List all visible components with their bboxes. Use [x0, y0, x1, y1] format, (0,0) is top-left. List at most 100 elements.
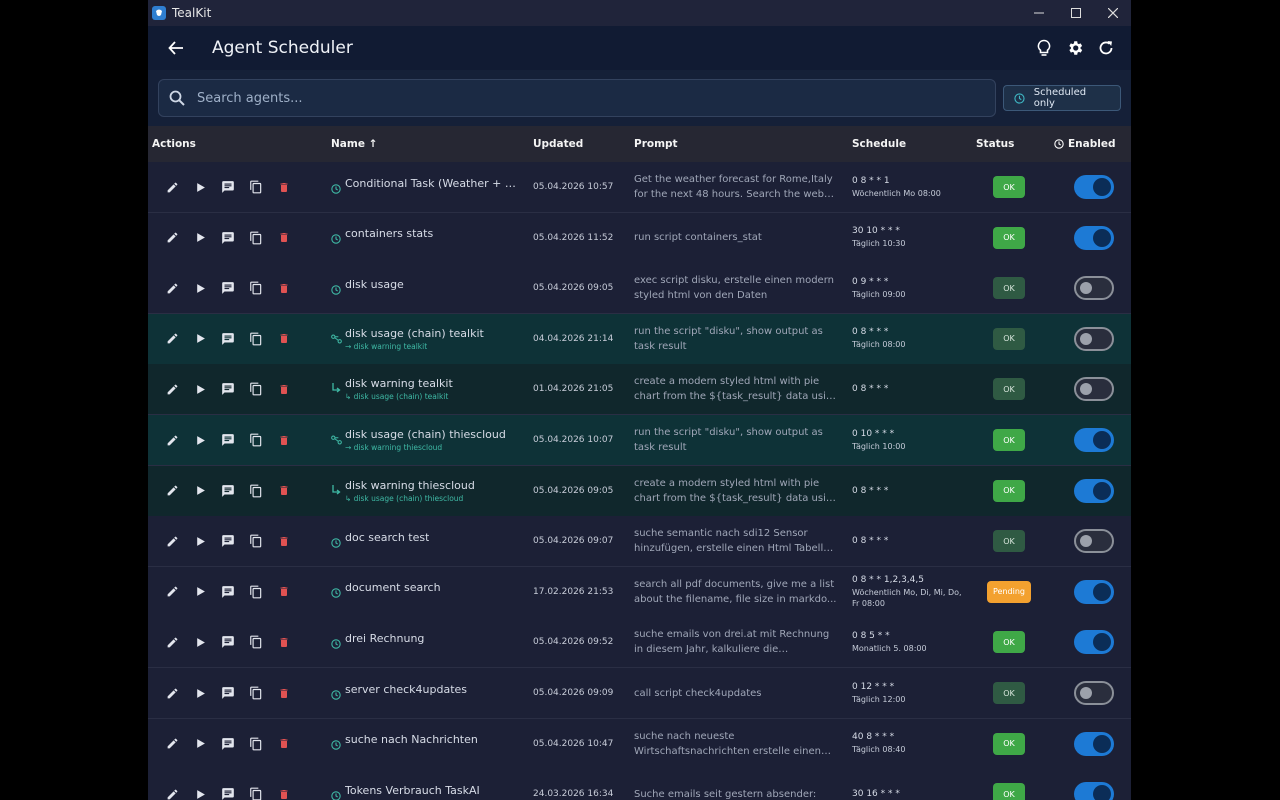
edit-icon[interactable] — [158, 325, 186, 353]
copy-icon[interactable] — [242, 173, 270, 201]
edit-icon[interactable] — [158, 375, 186, 403]
back-arrow-icon[interactable] — [158, 30, 194, 66]
delete-icon[interactable] — [270, 730, 298, 758]
play-icon[interactable] — [186, 578, 214, 606]
copy-icon[interactable] — [242, 628, 270, 656]
column-name[interactable]: Name ↑ — [331, 138, 378, 150]
table-row[interactable]: doc search test 05.04.2026 09:07 suche sem… — [148, 516, 1131, 568]
enabled-toggle[interactable] — [1074, 782, 1114, 800]
table-row[interactable]: server check4updates 05.04.2026 09:09 call… — [148, 668, 1131, 719]
delete-icon[interactable] — [270, 679, 298, 707]
edit-icon[interactable] — [158, 426, 186, 454]
agent-name-cell[interactable]: doc search test — [331, 516, 521, 566]
enabled-toggle[interactable] — [1074, 529, 1114, 554]
edit-icon[interactable] — [158, 578, 186, 606]
delete-icon[interactable] — [270, 780, 298, 800]
table-row[interactable]: Tokens Verbrauch TaskAI 24.03.2026 16:34 S… — [148, 769, 1131, 800]
agent-name-cell[interactable]: disk warning tealkit ↳ disk usage (chain)… — [331, 364, 521, 414]
agent-name-cell[interactable]: disk usage (chain) thiescloud → disk warn… — [331, 415, 521, 465]
chat-icon[interactable] — [214, 679, 242, 707]
chat-icon[interactable] — [214, 224, 242, 252]
enabled-toggle[interactable] — [1074, 276, 1114, 301]
delete-icon[interactable] — [270, 628, 298, 656]
copy-icon[interactable] — [242, 730, 270, 758]
agent-name-cell[interactable]: drei Rechnung — [331, 617, 521, 667]
column-prompt[interactable]: Prompt — [634, 138, 678, 150]
chat-icon[interactable] — [214, 730, 242, 758]
chat-icon[interactable] — [214, 578, 242, 606]
chat-icon[interactable] — [214, 426, 242, 454]
play-icon[interactable] — [186, 780, 214, 800]
edit-icon[interactable] — [158, 628, 186, 656]
play-icon[interactable] — [186, 426, 214, 454]
edit-icon[interactable] — [158, 527, 186, 555]
table-row[interactable]: document search 17.02.2026 21:53 search al… — [148, 566, 1131, 618]
column-enabled[interactable]: Enabled — [1054, 138, 1116, 150]
chat-icon[interactable] — [214, 628, 242, 656]
lightbulb-icon[interactable] — [1028, 30, 1059, 66]
agent-name-cell[interactable]: containers stats — [331, 213, 521, 263]
copy-icon[interactable] — [242, 375, 270, 403]
chat-icon[interactable] — [214, 780, 242, 800]
play-icon[interactable] — [186, 679, 214, 707]
enabled-toggle[interactable] — [1074, 630, 1114, 655]
enabled-toggle[interactable] — [1074, 326, 1114, 351]
chat-icon[interactable] — [214, 274, 242, 302]
edit-icon[interactable] — [158, 274, 186, 302]
chat-icon[interactable] — [214, 173, 242, 201]
enabled-toggle[interactable] — [1074, 731, 1114, 756]
table-row[interactable]: disk usage 05.04.2026 09:05 exec script di… — [148, 263, 1131, 315]
table-row[interactable]: containers stats 05.04.2026 11:52 run scri… — [148, 212, 1131, 264]
play-icon[interactable] — [186, 224, 214, 252]
play-icon[interactable] — [186, 730, 214, 758]
delete-icon[interactable] — [270, 173, 298, 201]
delete-icon[interactable] — [270, 325, 298, 353]
table-row[interactable]: disk warning thiescloud ↳ disk usage (cha… — [148, 465, 1131, 517]
agent-name-cell[interactable]: server check4updates — [331, 668, 521, 718]
table-row[interactable]: disk usage (chain) thiescloud → disk warn… — [148, 415, 1131, 466]
play-icon[interactable] — [186, 628, 214, 656]
enabled-toggle[interactable] — [1074, 225, 1114, 250]
edit-icon[interactable] — [158, 780, 186, 800]
table-row[interactable]: disk warning tealkit ↳ disk usage (chain)… — [148, 364, 1131, 416]
copy-icon[interactable] — [242, 780, 270, 800]
play-icon[interactable] — [186, 173, 214, 201]
table-row[interactable]: disk usage (chain) tealkit → disk warning… — [148, 313, 1131, 365]
edit-icon[interactable] — [158, 477, 186, 505]
delete-icon[interactable] — [270, 578, 298, 606]
minimize-icon[interactable] — [1020, 0, 1057, 26]
gear-icon[interactable] — [1059, 30, 1090, 66]
column-updated[interactable]: Updated — [533, 138, 584, 150]
enabled-toggle[interactable] — [1074, 478, 1114, 503]
search-input[interactable] — [195, 89, 995, 107]
play-icon[interactable] — [186, 477, 214, 505]
play-icon[interactable] — [186, 325, 214, 353]
delete-icon[interactable] — [270, 274, 298, 302]
copy-icon[interactable] — [242, 426, 270, 454]
agent-name-cell[interactable]: document search — [331, 567, 521, 617]
chat-icon[interactable] — [214, 325, 242, 353]
maximize-icon[interactable] — [1057, 0, 1094, 26]
enabled-toggle[interactable] — [1074, 377, 1114, 402]
column-status[interactable]: Status — [976, 138, 1015, 150]
close-icon[interactable] — [1094, 0, 1131, 26]
chat-icon[interactable] — [214, 477, 242, 505]
agent-name-cell[interactable]: disk usage (chain) tealkit → disk warning… — [331, 314, 521, 364]
agent-name-cell[interactable]: suche nach Nachrichten — [331, 719, 521, 769]
copy-icon[interactable] — [242, 679, 270, 707]
edit-icon[interactable] — [158, 173, 186, 201]
agent-name-cell[interactable]: Conditional Task (Weather + Fli... — [331, 162, 521, 212]
enabled-toggle[interactable] — [1074, 681, 1114, 705]
agent-name-cell[interactable]: disk usage — [331, 263, 521, 313]
edit-icon[interactable] — [158, 730, 186, 758]
delete-icon[interactable] — [270, 527, 298, 555]
enabled-toggle[interactable] — [1074, 579, 1114, 604]
edit-icon[interactable] — [158, 679, 186, 707]
delete-icon[interactable] — [270, 477, 298, 505]
agent-name-cell[interactable]: disk warning thiescloud ↳ disk usage (cha… — [331, 466, 521, 516]
edit-icon[interactable] — [158, 224, 186, 252]
scheduled-only-button[interactable]: Scheduled only — [1002, 85, 1121, 111]
delete-icon[interactable] — [270, 375, 298, 403]
copy-icon[interactable] — [242, 527, 270, 555]
copy-icon[interactable] — [242, 274, 270, 302]
